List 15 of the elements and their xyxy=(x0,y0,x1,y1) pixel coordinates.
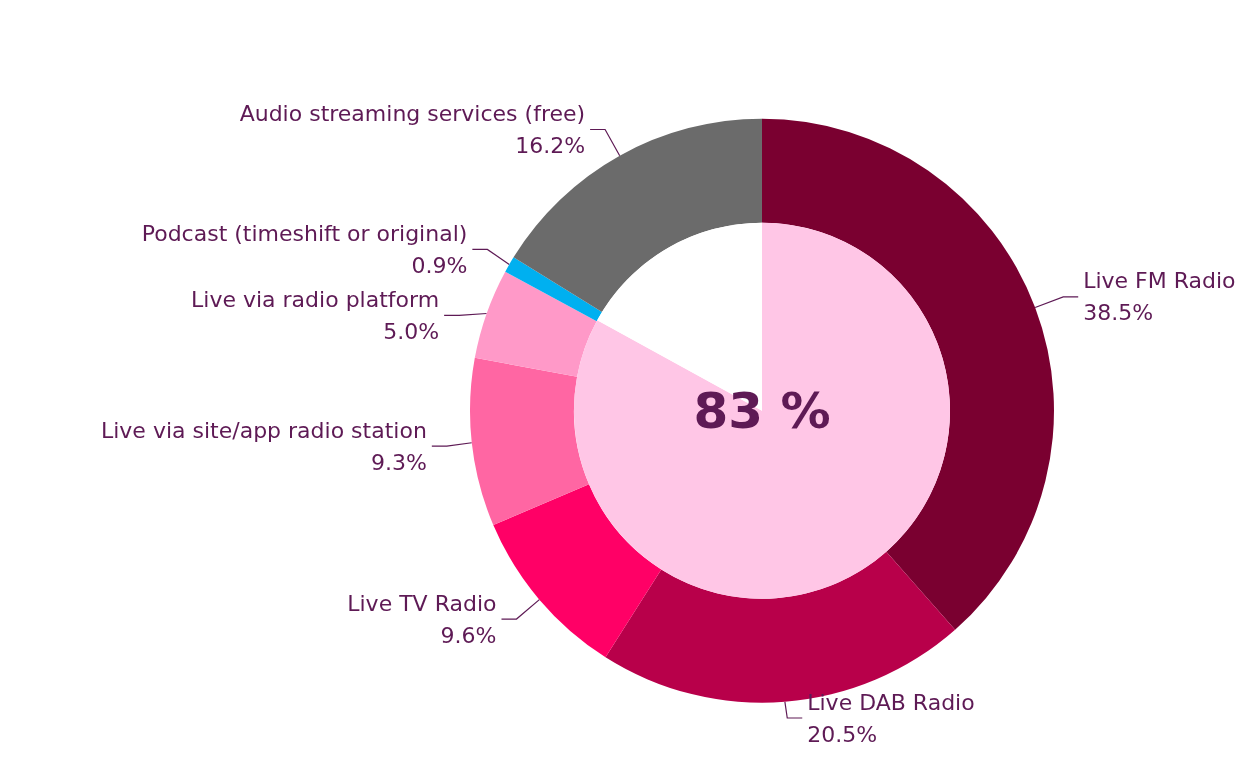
slice-label: Live via radio platform xyxy=(191,286,440,312)
slice-label: Audio streaming services (free) xyxy=(239,101,586,127)
slice-label: Live FM Radio xyxy=(1083,268,1236,294)
data-label: 20.5% xyxy=(807,721,878,747)
slice-label: Live DAB Radio xyxy=(807,689,975,715)
data-label: 9.3% xyxy=(370,449,427,475)
slice-label: Podcast (timeshift or original) xyxy=(141,220,468,246)
data-label: 5.0% xyxy=(383,318,440,344)
data-label: 16.2% xyxy=(515,133,586,159)
slice-label: Live via site/app radio station xyxy=(100,417,427,443)
data-label: 38.5% xyxy=(1083,300,1154,326)
data-label: 83 % xyxy=(693,381,831,440)
slice-label: Live TV Radio xyxy=(347,590,497,616)
data-label: 9.6% xyxy=(440,622,497,648)
data-label: 0.9% xyxy=(411,252,468,278)
